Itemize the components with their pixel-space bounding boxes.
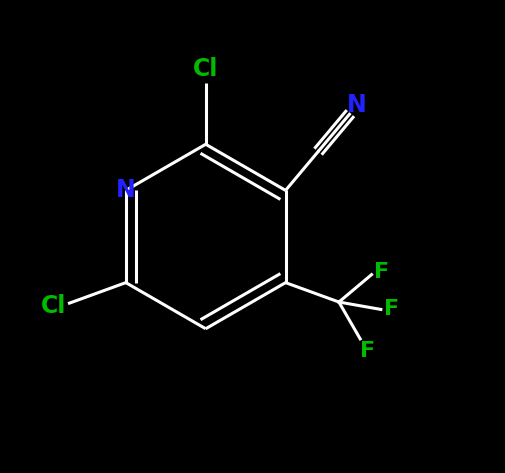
Text: F: F: [359, 341, 374, 361]
Text: Cl: Cl: [192, 57, 218, 80]
Text: F: F: [383, 299, 398, 319]
Text: N: N: [346, 93, 366, 117]
Text: Cl: Cl: [41, 294, 66, 318]
Text: F: F: [374, 263, 389, 282]
Text: N: N: [116, 178, 135, 202]
